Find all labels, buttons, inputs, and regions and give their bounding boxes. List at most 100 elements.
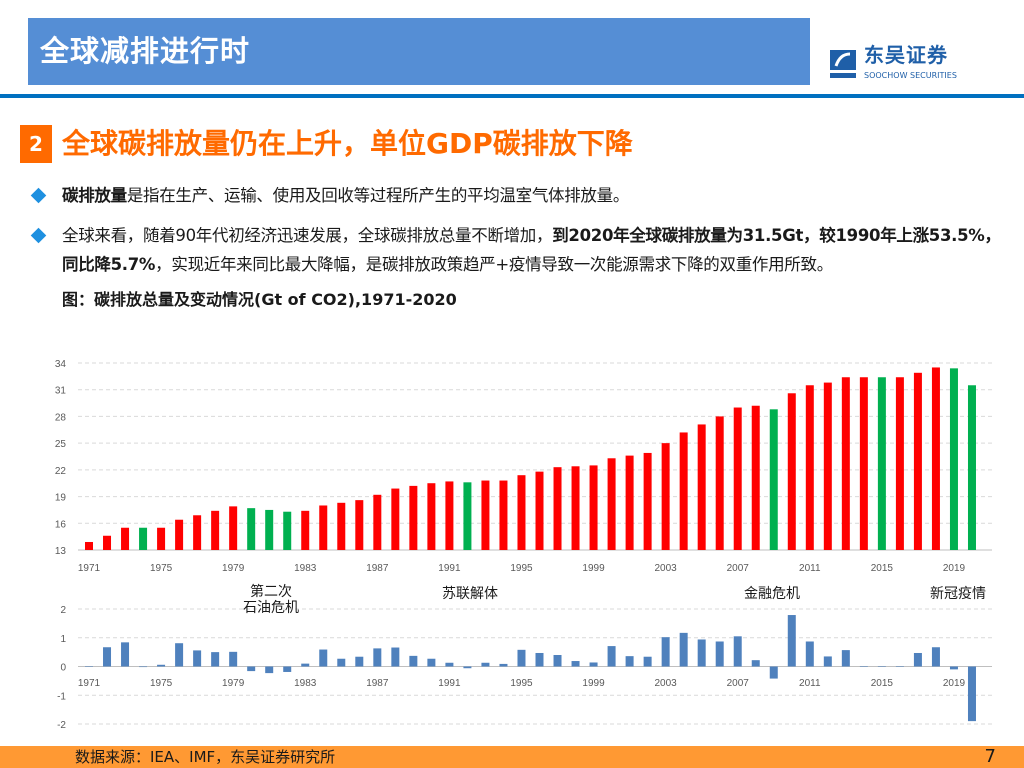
bar-1989: [409, 485, 418, 550]
bar-2003: [661, 443, 670, 550]
bar-1979: [229, 651, 238, 667]
bar-1996: [535, 471, 544, 550]
bar-2018: [931, 367, 940, 550]
bar-2020: [967, 385, 976, 550]
x-tick-label: 1987: [366, 678, 389, 689]
bar-2002: [643, 656, 652, 667]
bar-2006: [715, 416, 724, 550]
bar-1995: [517, 649, 526, 667]
bar-2013: [841, 650, 850, 667]
section-number: 2: [20, 125, 52, 163]
bar-1984: [319, 649, 328, 667]
bar-1984: [319, 505, 328, 550]
bar-1993: [481, 662, 490, 667]
x-tick-label: 1991: [438, 678, 461, 689]
x-tick-label: 2019: [943, 563, 966, 574]
bar-1994: [499, 663, 508, 667]
y-tick-label: 25: [55, 439, 67, 450]
bar-2012: [823, 656, 832, 667]
annotation-oil-crisis: 第二次 石油危机: [235, 584, 307, 616]
bar-1990: [427, 483, 436, 550]
data-source: 数据来源：IEA、IMF，东吴证券研究所: [75, 748, 336, 766]
bar-2005: [697, 424, 706, 550]
bar-1999: [589, 662, 598, 667]
bar-1993: [481, 480, 490, 550]
emissions-total-chart: 13 16 19 22 25 28 31 34 1971 1975 1979 1983 1987 1991…: [55, 359, 992, 574]
bar-1978: [211, 652, 220, 667]
x-tick-label: 2015: [871, 563, 894, 574]
bar-1972: [103, 535, 112, 550]
bar-1997: [553, 467, 562, 550]
x-tick-label: 2007: [727, 563, 750, 574]
annotation-covid: 新冠疫情: [918, 586, 998, 602]
bar-2012: [823, 382, 832, 550]
bar-1975: [157, 527, 166, 550]
bullet-1-bold: 碳排放量: [62, 186, 127, 205]
bar-2015: [877, 377, 886, 550]
bar-1988: [391, 488, 400, 550]
x-tick-label: 2003: [655, 678, 678, 689]
bar-1990: [427, 658, 436, 667]
bar-2019: [949, 666, 958, 670]
bar-2008: [751, 660, 760, 667]
x-tick-label: 1991: [438, 563, 461, 574]
bar-2019: [949, 368, 958, 550]
bar-2001: [625, 656, 634, 667]
x-tick-label: 2015: [871, 678, 894, 689]
x-tick-label: 2011: [799, 563, 821, 574]
x-tick-label: 1987: [366, 563, 389, 574]
x-tick-label: 1979: [222, 678, 245, 689]
bar-2009: [769, 666, 778, 679]
x-tick-label: 1983: [294, 563, 317, 574]
bar-1982: [283, 666, 292, 672]
bar-1999: [589, 465, 598, 550]
bar-2008: [751, 405, 760, 550]
bar-1991: [445, 662, 454, 667]
annotation-text: 苏联解体: [442, 586, 498, 602]
bar-2004: [679, 632, 688, 667]
bar-2010: [787, 615, 796, 667]
bar-1995: [517, 475, 526, 550]
bar-2011: [805, 385, 814, 550]
bar-1988: [391, 647, 400, 667]
bar-2003: [661, 637, 670, 667]
x-tick-label: 1979: [222, 563, 245, 574]
bar-2005: [697, 639, 706, 667]
bar-1976: [175, 643, 184, 667]
y-tick-label: 34: [55, 359, 67, 370]
logo-mark-icon: [830, 50, 856, 78]
bar-2010: [787, 393, 796, 550]
bar-1987: [373, 494, 382, 550]
annotation-financial-crisis: 金融危机: [732, 586, 812, 602]
bar-1986: [355, 656, 364, 667]
bar-2016: [895, 377, 904, 550]
bar-1974: [139, 527, 148, 550]
bar-1977: [193, 650, 202, 667]
bar-2016: [895, 666, 904, 667]
bar-1996: [535, 652, 544, 667]
bar-1971: [85, 666, 93, 667]
x-tick-label: 2019: [943, 678, 966, 689]
y-tick-label: 31: [55, 386, 67, 397]
bar-1977: [193, 515, 202, 550]
x-tick-label: 2011: [799, 678, 821, 689]
header-divider: [0, 94, 1024, 98]
annotation-text: 新冠疫情: [930, 586, 986, 602]
bar-2014: [859, 666, 868, 667]
bullet-2-bold: 到2020年全球碳排放量为31.5Gt，较1990年上涨53.5%，同比降5.7…: [62, 226, 1001, 274]
bar-2020: [967, 666, 976, 722]
bar-1987: [373, 648, 382, 667]
page-number: 7: [984, 746, 996, 767]
bar-1992: [463, 666, 472, 669]
bar-1986: [355, 500, 364, 550]
bar-2007: [733, 636, 742, 667]
bar-1997: [553, 655, 562, 667]
bar-1992: [463, 482, 472, 550]
x-tick-label: 1971: [78, 678, 101, 689]
bar-1971: [85, 541, 93, 550]
bar-1980: [247, 666, 256, 672]
bar-1998: [571, 466, 580, 550]
logo-text-cn: 东吴证券: [864, 43, 948, 67]
bar-2017: [913, 372, 922, 550]
